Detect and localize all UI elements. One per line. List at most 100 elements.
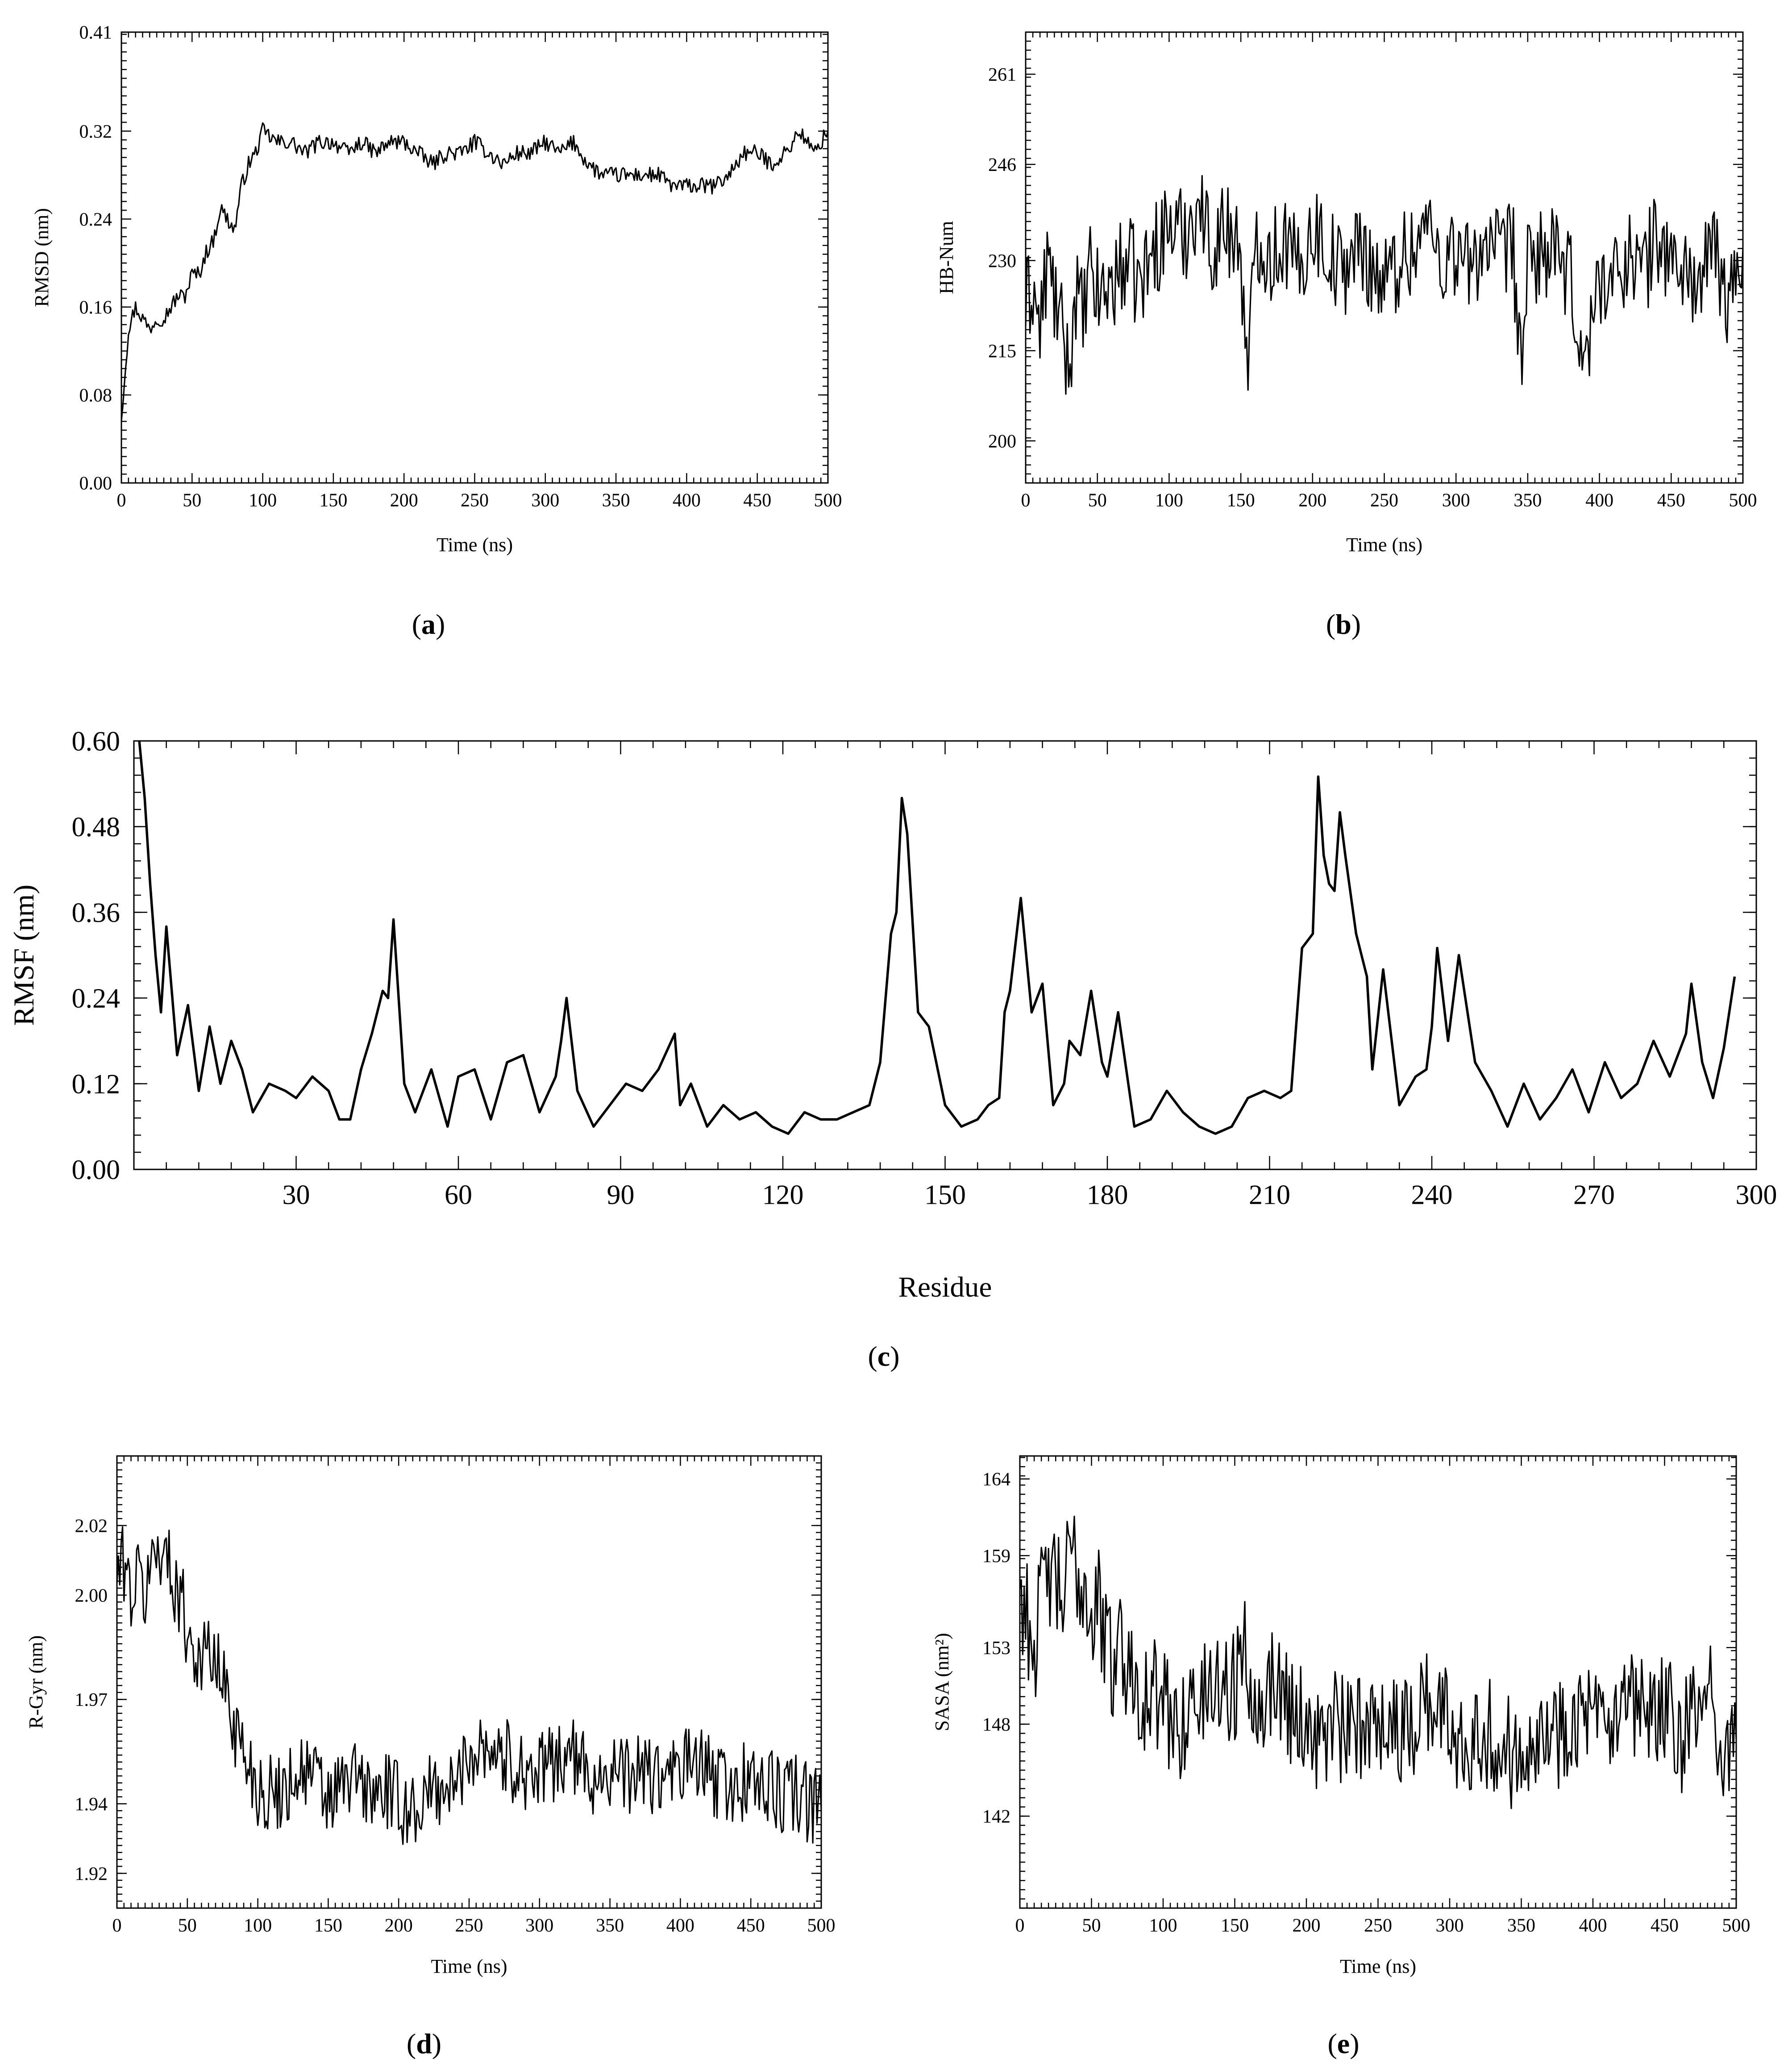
x-axis-title-e: Time (ns) [1340,1955,1416,1977]
x-tick-label-d: 200 [385,1916,413,1936]
x-tick-label-d: 400 [666,1916,694,1936]
x-tick-label-a: 100 [249,491,277,511]
y-axis-title-a: RMSD (nm) [31,208,53,307]
plot-frame-a [121,31,829,484]
y-tick-label-e: 159 [982,1546,1010,1567]
y-tick-label-a: 0.16 [79,298,112,318]
x-tick-label-d: 350 [596,1916,624,1936]
x-tick-label-e: 300 [1436,1916,1464,1936]
y-tick-label-b: 230 [988,251,1016,271]
x-tick-label-b: 300 [1442,491,1470,511]
y-tick-label-a: 0.00 [79,474,112,494]
panel-caption-d: (d) [407,2028,441,2059]
chart-panel-e: 0 50 100 150 200 250 300 350 400 450 500 142 148 153 1… [931,1455,1750,2059]
y-tick-label-a: 0.24 [79,209,112,230]
y-tick-label-e: 148 [982,1715,1010,1735]
y-tick-label-c: 0.36 [72,898,121,928]
x-axis-title-c: Residue [898,1271,992,1303]
y-tick-label-b: 261 [988,65,1016,85]
x-tick-label-b: 450 [1657,491,1685,511]
x-tick-label-c: 240 [1411,1180,1453,1210]
x-tick-label-a: 350 [602,491,630,511]
x-tick-label-e: 350 [1507,1916,1535,1936]
data-series-line-b [1025,175,1744,395]
y-tick-label-c: 0.00 [72,1155,121,1185]
x-tick-label-c: 60 [445,1180,472,1210]
data-series-line-e [1019,1515,1737,1809]
x-tick-label-c: 150 [924,1180,966,1210]
chart-panel-c: 30 60 90 120 150 180 210 240 270 300 0.00 0.12 0.24 0… [8,727,1777,1372]
data-series-line-d [116,1526,822,1845]
y-tick-label-d: 2.02 [75,1516,108,1537]
x-tick-label-a: 300 [531,491,559,511]
x-axis-title-b: Time (ns) [1346,534,1422,556]
x-tick-label-e: 200 [1293,1916,1321,1936]
y-tick-label-c: 0.48 [72,812,121,843]
x-tick-label-d: 150 [314,1916,342,1936]
y-axis-title-c: RMSF (nm) [8,885,40,1026]
x-tick-label-d: 450 [737,1916,765,1936]
panel-caption-b: (b) [1326,608,1361,640]
panel-caption-c: (c) [868,1340,899,1372]
x-tick-label-c: 30 [283,1180,310,1210]
x-tick-label-c: 300 [1736,1180,1777,1210]
x-tick-label-b: 400 [1585,491,1613,511]
y-tick-label-d: 2.00 [75,1585,108,1606]
x-tick-label-c: 210 [1249,1180,1290,1210]
y-axis-title-d: R-Gyr (nm) [25,1635,47,1729]
x-tick-label-b: 500 [1729,491,1757,511]
x-tick-label-e: 250 [1364,1916,1392,1936]
x-tick-label-a: 500 [814,491,842,511]
x-axis-title-d: Time (ns) [431,1955,507,1977]
x-tick-label-e: 50 [1082,1916,1101,1936]
data-series-line-c [138,740,1736,1135]
x-tick-label-a: 50 [183,491,201,511]
x-tick-label-b: 250 [1370,491,1398,511]
y-tick-label-a: 0.08 [79,386,112,406]
y-tick-label-d: 1.97 [75,1690,108,1710]
chart-panel-d: 0 50 100 150 200 250 300 350 400 450 500 1.92 1.94 1.… [25,1455,836,2059]
x-tick-label-b: 0 [1021,491,1031,511]
x-tick-label-e: 450 [1651,1916,1679,1936]
x-tick-label-e: 150 [1221,1916,1249,1936]
y-tick-label-c: 0.12 [72,1069,121,1100]
x-tick-label-a: 0 [117,491,126,511]
x-tick-label-d: 500 [807,1916,836,1936]
x-tick-label-d: 300 [525,1916,553,1936]
x-tick-label-c: 90 [607,1180,635,1210]
y-tick-label-b: 246 [988,155,1016,175]
y-tick-label-b: 215 [988,341,1016,362]
panel-caption-a: (a) [412,608,445,640]
y-tick-label-e: 164 [982,1469,1010,1490]
x-tick-label-a: 250 [461,491,489,511]
x-tick-label-e: 400 [1579,1916,1607,1936]
y-tick-label-e: 142 [982,1807,1010,1827]
x-tick-label-a: 150 [319,491,347,511]
y-tick-label-c: 0.24 [72,984,121,1014]
y-tick-label-b: 200 [988,431,1016,452]
x-tick-label-d: 100 [244,1916,272,1936]
x-tick-label-b: 200 [1298,491,1326,511]
x-tick-label-e: 500 [1722,1916,1750,1936]
y-tick-label-a: 0.41 [79,23,112,43]
panel-caption-e: (e) [1327,2028,1359,2059]
chart-panel-a: 0 50 100 150 200 250 300 350 400 450 500 0.00 0.08 0.… [31,23,842,640]
y-tick-label-d: 1.92 [75,1864,108,1884]
y-axis-title-e: SASA (nm²) [931,1633,953,1731]
x-tick-label-a: 200 [390,491,418,511]
x-axis-title-a: Time (ns) [437,534,513,556]
chart-panel-b: 0 50 100 150 200 250 300 350 400 450 500 200 215 230 2… [935,31,1757,640]
y-tick-label-d: 1.94 [75,1794,108,1815]
x-tick-label-a: 450 [743,491,771,511]
x-tick-label-b: 100 [1155,491,1183,511]
x-tick-label-c: 270 [1573,1180,1615,1210]
x-tick-label-b: 50 [1088,491,1107,511]
x-tick-label-c: 180 [1087,1180,1128,1210]
y-tick-label-a: 0.32 [79,121,112,142]
y-axis-title-b: HB-Num [935,221,957,294]
x-tick-label-b: 350 [1513,491,1542,511]
x-tick-label-d: 50 [178,1916,197,1936]
y-tick-label-e: 153 [982,1638,1010,1659]
x-tick-label-d: 250 [455,1916,483,1936]
